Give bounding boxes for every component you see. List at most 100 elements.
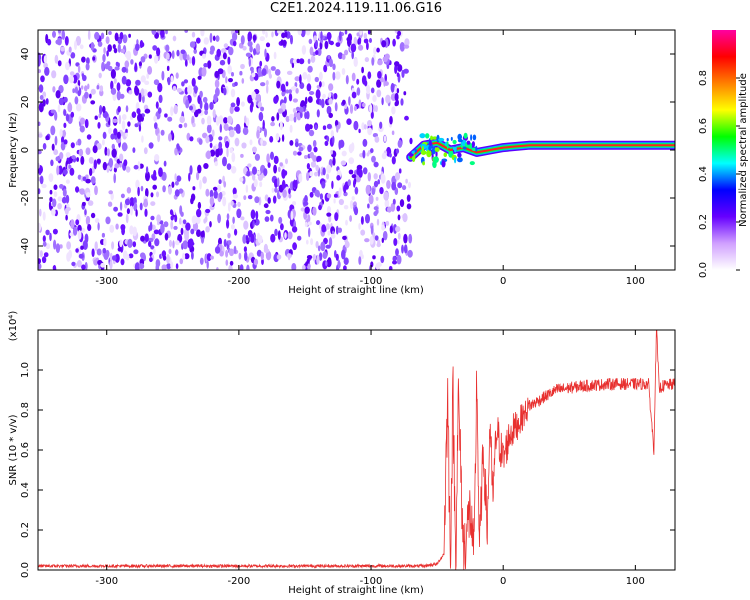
noise-blob (54, 111, 58, 121)
noise-blob (38, 222, 42, 232)
noise-blob (57, 60, 62, 67)
noise-blob (303, 201, 309, 206)
noise-blob (298, 58, 305, 65)
noise-blob (228, 78, 233, 83)
noise-blob (170, 106, 174, 117)
noise-blob (333, 198, 336, 204)
noise-blob (139, 202, 143, 211)
noise-blob (329, 40, 335, 46)
noise-blob (260, 106, 265, 112)
noise-blob (353, 36, 358, 47)
noise-blob (351, 91, 357, 99)
noise-blob (270, 214, 274, 222)
noise-blob (267, 197, 271, 204)
noise-blob (77, 230, 82, 240)
noise-blob (314, 124, 318, 130)
noise-blob (42, 99, 46, 107)
noise-blob (270, 233, 276, 243)
noise-blob (229, 147, 233, 154)
y-tick-label: 0.4 (20, 482, 31, 498)
noise-blob (234, 106, 240, 112)
noise-blob (288, 93, 293, 102)
noise-blob (301, 264, 306, 270)
noise-blob (226, 163, 232, 171)
noise-blob (393, 238, 398, 246)
noise-blob (165, 44, 170, 53)
noise-blob (206, 124, 212, 134)
noise-blob (376, 262, 382, 268)
x-tick-label: 0 (500, 576, 506, 587)
noise-blob (316, 254, 320, 265)
noise-blob (174, 214, 178, 223)
noise-blob (394, 92, 399, 102)
noise-blob (63, 96, 68, 103)
noise-blob (364, 238, 370, 243)
noise-blob (216, 267, 219, 270)
noise-blob (47, 38, 52, 46)
noise-blob (374, 235, 379, 241)
signal-blob (450, 136, 453, 141)
y-tick-label: 1.0 (20, 362, 31, 378)
signal-blob (446, 141, 449, 150)
noise-blob (395, 226, 401, 233)
noise-blob (191, 31, 196, 38)
noise-blob (143, 254, 146, 262)
noise-blob (168, 186, 172, 195)
noise-blob (372, 95, 377, 102)
noise-blob (307, 144, 312, 153)
noise-blob (322, 167, 326, 176)
noise-blob (309, 46, 314, 56)
signal-blob (463, 132, 468, 139)
signal-blob (426, 149, 432, 158)
noise-blob (232, 32, 238, 41)
noise-blob (363, 124, 367, 130)
noise-blob (363, 32, 367, 40)
noise-blob (247, 31, 253, 42)
noise-blob (199, 179, 202, 190)
noise-blob (120, 193, 125, 199)
noise-blob (286, 70, 293, 75)
noise-blob (175, 249, 179, 256)
noise-blob (239, 70, 243, 76)
noise-blob (326, 105, 332, 115)
noise-blob (119, 239, 123, 248)
noise-blob (141, 135, 144, 143)
noise-blob (259, 181, 263, 188)
noise-blob (243, 246, 247, 253)
noise-blob (371, 57, 375, 66)
noise-blob (234, 228, 238, 236)
noise-blob (45, 98, 49, 105)
noise-blob (365, 213, 370, 224)
noise-blob (246, 264, 250, 270)
noise-blob (219, 191, 223, 200)
noise-blob (154, 154, 160, 162)
noise-blob (196, 171, 200, 181)
noise-blob (254, 153, 260, 161)
noise-blob (205, 188, 210, 197)
noise-blob (63, 139, 68, 145)
noise-blob (154, 122, 158, 130)
noise-blob (373, 161, 379, 168)
noise-blob (109, 260, 113, 270)
noise-blob (276, 112, 280, 121)
noise-blob (349, 104, 354, 114)
noise-blob (72, 88, 76, 94)
noise-blob (304, 206, 310, 214)
noise-blob (106, 61, 111, 66)
noise-blob (63, 74, 69, 85)
noise-blob (168, 239, 173, 248)
noise-blob (304, 96, 308, 105)
noise-blob (302, 71, 308, 80)
noise-blob (134, 202, 138, 212)
noise-blob (106, 165, 110, 170)
noise-blob (149, 257, 153, 263)
noise-blob (370, 225, 374, 235)
noise-blob (390, 82, 395, 93)
noise-blob (69, 167, 75, 176)
noise-blob (232, 40, 237, 47)
noise-blob (328, 112, 334, 119)
noise-blob (367, 203, 370, 209)
noise-blob (277, 30, 283, 34)
noise-blob (348, 169, 354, 175)
noise-blob (380, 255, 385, 264)
